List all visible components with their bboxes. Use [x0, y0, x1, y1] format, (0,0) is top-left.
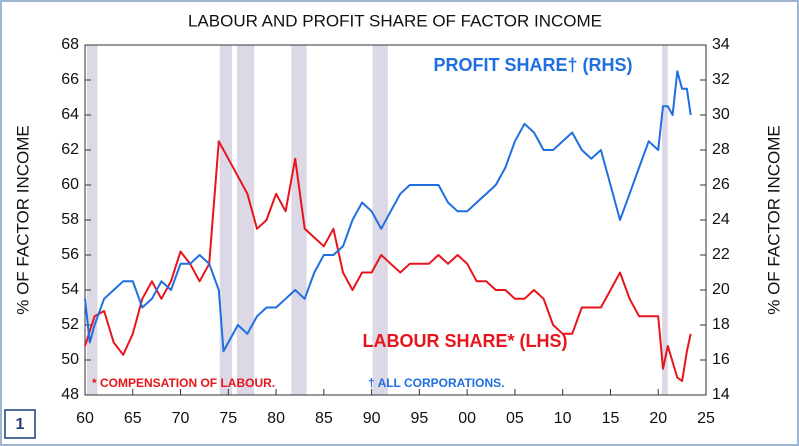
x-tick-label: 15 — [602, 410, 620, 427]
x-tick-label: 65 — [124, 410, 142, 427]
x-tick-label: 20 — [649, 410, 667, 427]
y-axis-label: % OF FACTOR INCOME — [13, 125, 32, 315]
x-tick-label: 90 — [363, 410, 381, 427]
y2-tick-label: 34 — [712, 36, 730, 53]
y-tick-label: 50 — [61, 351, 79, 368]
x-tick-label: 05 — [506, 410, 524, 427]
chart-number: 1 — [16, 416, 25, 433]
shaded-period — [86, 45, 98, 395]
footnote: * COMPENSATION OF LABOUR. — [92, 376, 275, 390]
x-tick-label: 25 — [697, 410, 715, 427]
y2-tick-label: 20 — [712, 281, 730, 298]
x-tick-label: 70 — [172, 410, 190, 427]
y2-tick-label: 32 — [712, 71, 730, 88]
x-tick-label: 85 — [315, 410, 333, 427]
footnote: † ALL CORPORATIONS. — [368, 376, 504, 390]
y-tick-label: 64 — [61, 106, 79, 123]
x-tick-label: 95 — [410, 410, 428, 427]
y2-tick-label: 26 — [712, 176, 730, 193]
shaded-period — [219, 45, 233, 395]
chart-title: LABOUR AND PROFIT SHARE OF FACTOR INCOME — [188, 11, 602, 30]
y-tick-label: 62 — [61, 141, 79, 158]
y-tick-label: 68 — [61, 36, 79, 53]
y2-tick-label: 16 — [712, 351, 730, 368]
x-tick-label: 60 — [76, 410, 94, 427]
chart-number-box — [4, 409, 36, 439]
shaded-period — [236, 45, 255, 395]
y2-tick-label: 22 — [712, 246, 730, 263]
y2-tick-label: 30 — [712, 106, 730, 123]
shaded-period — [372, 45, 388, 395]
y-tick-label: 58 — [61, 211, 79, 228]
y2-tick-label: 28 — [712, 141, 730, 158]
x-tick-label: 10 — [554, 410, 572, 427]
series-label: LABOUR SHARE* (LHS) — [363, 331, 568, 351]
y-tick-label: 56 — [61, 246, 79, 263]
series-label: PROFIT SHARE† (RHS) — [433, 55, 632, 75]
y-tick-label: 60 — [61, 176, 79, 193]
shaded-period — [291, 45, 307, 395]
y2-tick-label: 14 — [712, 386, 730, 403]
y2-tick-label: 24 — [712, 211, 730, 228]
line-series — [84, 70, 692, 353]
y2-tick-label: 18 — [712, 316, 730, 333]
y2-axis-label: % OF FACTOR INCOME — [764, 125, 783, 315]
x-tick-label: 75 — [219, 410, 237, 427]
shaded-period — [662, 45, 668, 395]
x-tick-label: 80 — [267, 410, 285, 427]
y-tick-label: 54 — [61, 281, 79, 298]
y-tick-label: 52 — [61, 316, 79, 333]
y-tick-label: 48 — [61, 386, 79, 403]
x-tick-label: 00 — [458, 410, 476, 427]
y-tick-label: 66 — [61, 71, 79, 88]
